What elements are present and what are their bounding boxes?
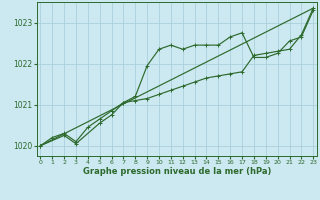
X-axis label: Graphe pression niveau de la mer (hPa): Graphe pression niveau de la mer (hPa) (83, 167, 271, 176)
